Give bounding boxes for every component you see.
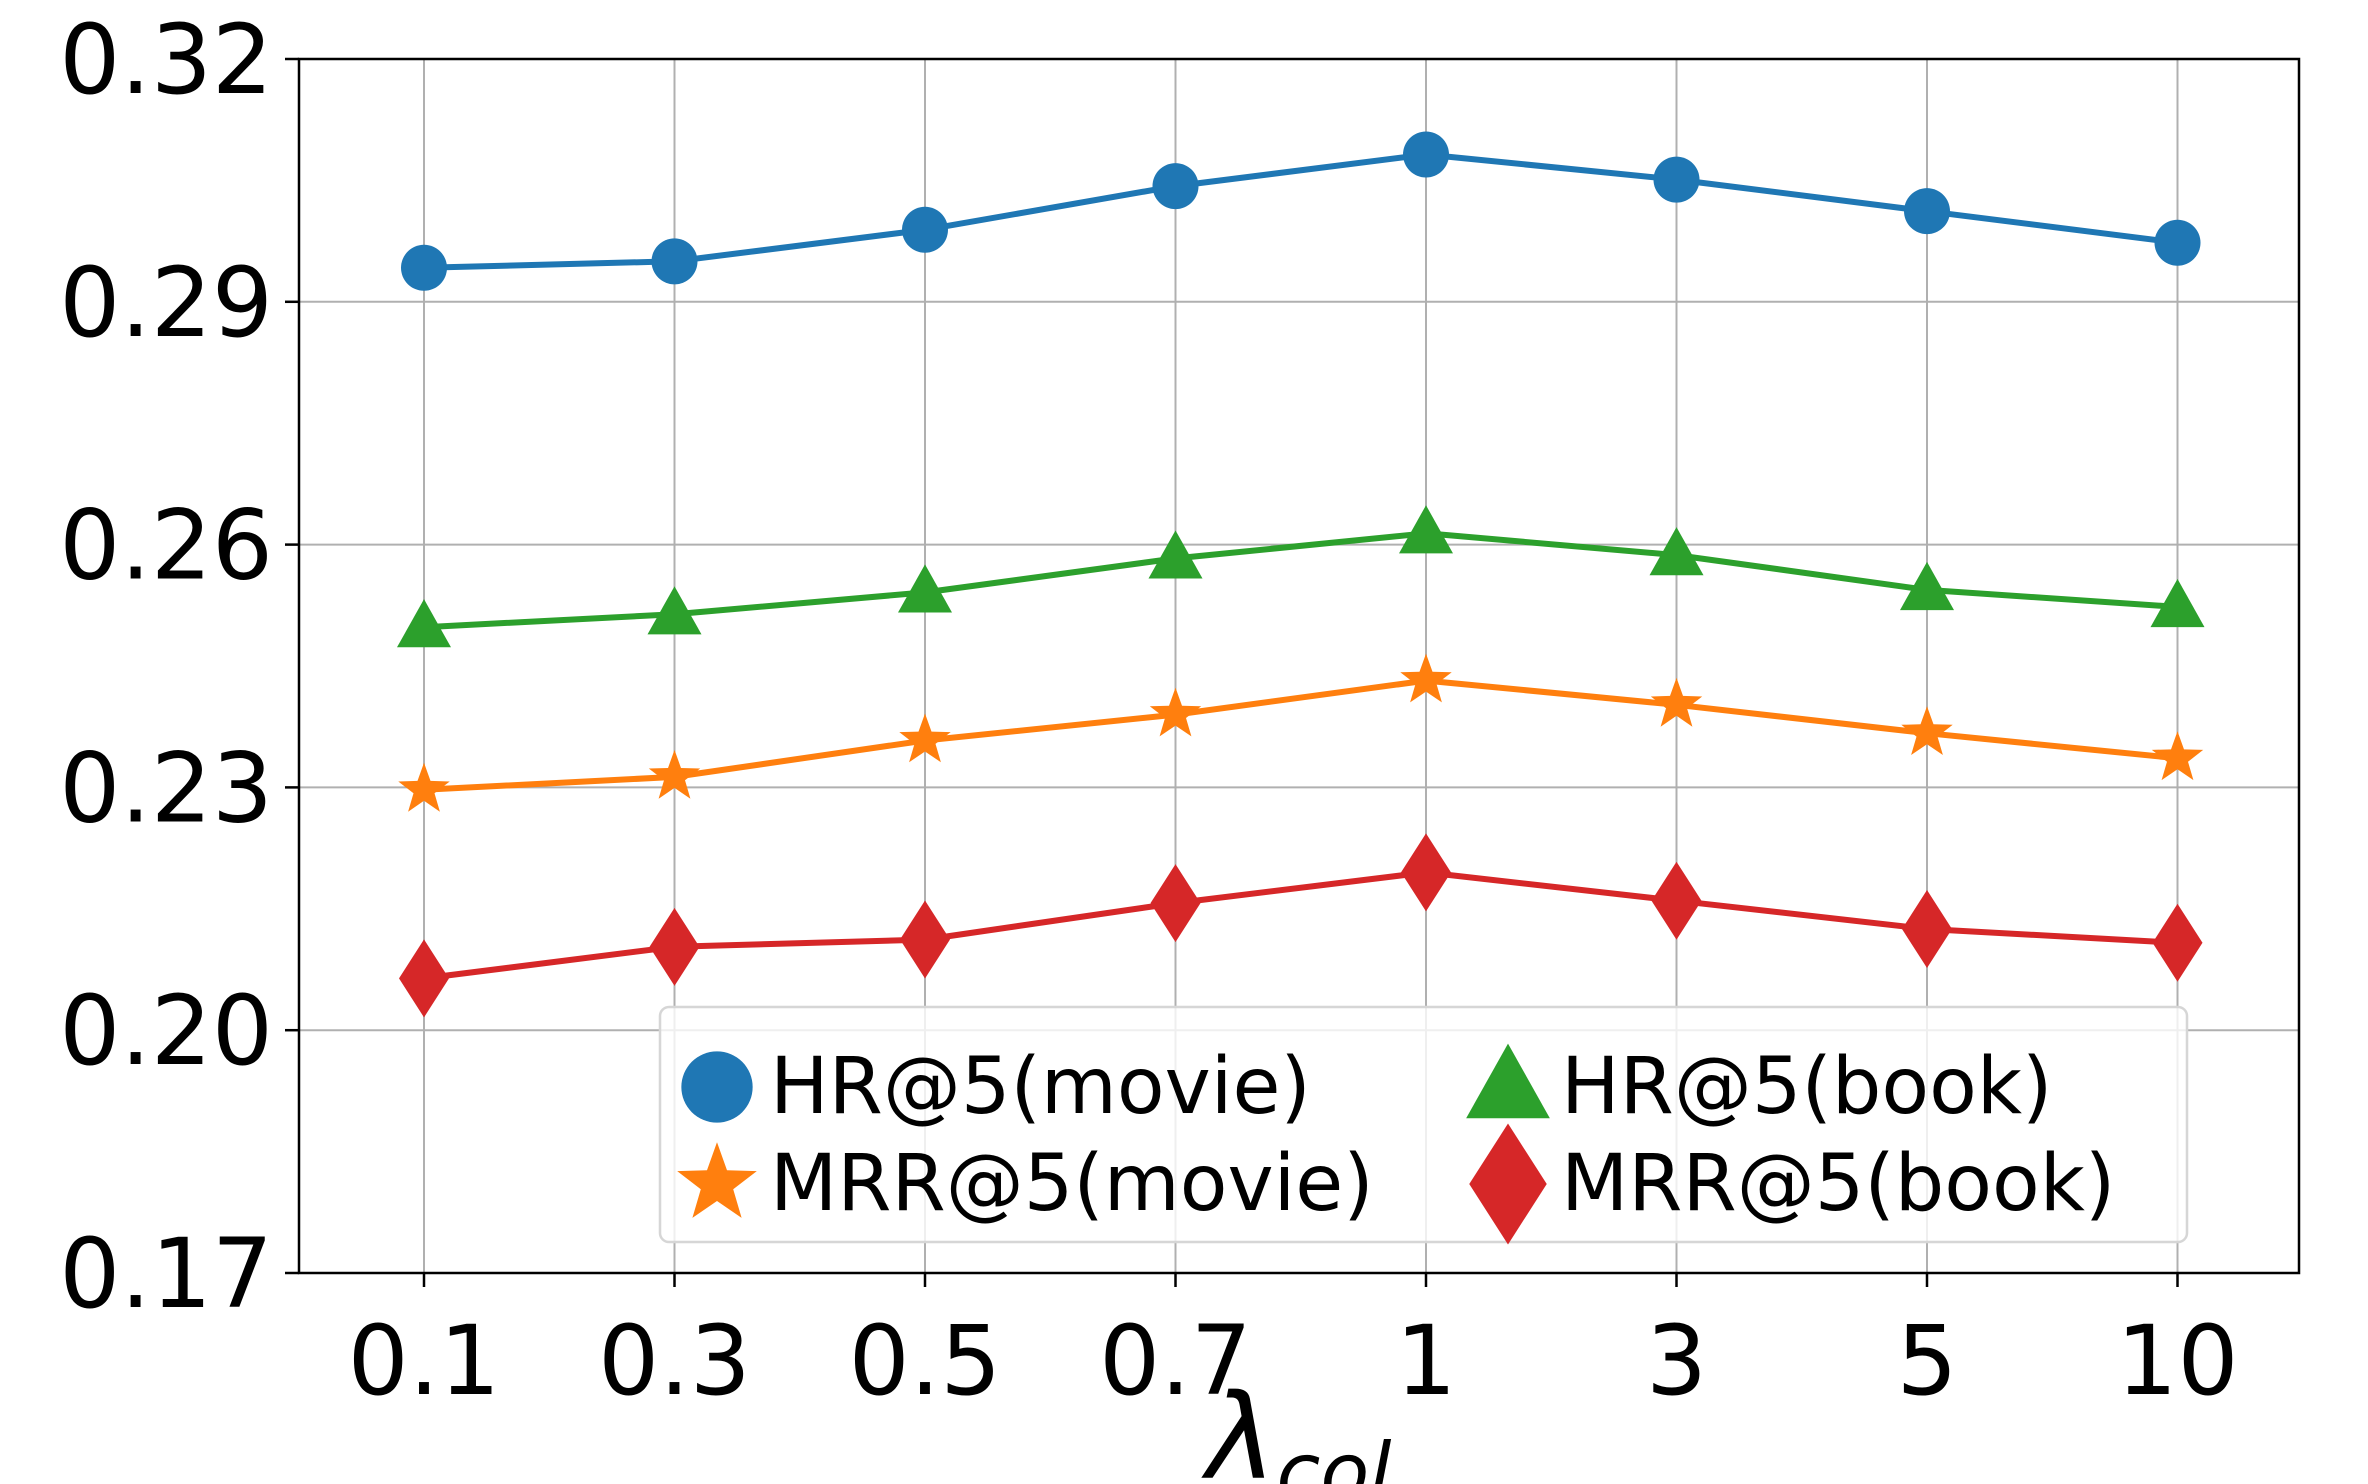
legend-label: MRR@5(movie) <box>770 1139 1374 1229</box>
data-point-star <box>899 713 951 763</box>
legend-entry: HR@5(movie) <box>681 1042 1311 1132</box>
x-tick-label: 0.1 <box>348 1305 501 1417</box>
data-point-diamond <box>1150 864 1201 943</box>
data-point-triangle <box>1649 527 1704 576</box>
data-point-diamond <box>649 907 700 986</box>
legend-box <box>658 1005 2189 1244</box>
y-tick-label: 0.20 <box>59 975 273 1087</box>
data-point-triangle <box>1399 505 1453 554</box>
data-point-star <box>1400 653 1452 703</box>
series-line <box>423 530 2178 631</box>
data-point-circle <box>902 206 948 253</box>
data-point-diamond <box>900 900 950 979</box>
data-point-star <box>398 762 450 812</box>
legend-label: HR@5(book) <box>1561 1042 2052 1132</box>
data-point-diamond <box>1902 890 1952 969</box>
data-point-circle <box>1653 156 1700 203</box>
data-point-circle <box>2154 219 2201 266</box>
data-point-diamond <box>399 939 449 1018</box>
legend-marker-diamond <box>1469 1123 1547 1245</box>
axes: 0.1 0.3 0.5 0.7 1 3 5 10 0.17 0.20 0.23 0.26 0.29 0.3… <box>59 4 2301 1417</box>
x-tick-label: 10 <box>2116 1305 2238 1417</box>
data-point-triangle <box>1148 530 1203 579</box>
x-axis-label-symbol: λ <box>1201 1368 1277 1484</box>
data-point-circle <box>651 238 698 285</box>
data-point-circle <box>1152 163 1199 210</box>
series-line <box>423 869 2178 982</box>
x-tick-label: 0.7 <box>1099 1305 1252 1417</box>
data-series <box>397 131 2205 1018</box>
x-axis-label: λcol <box>1201 1368 1392 1484</box>
series-MRR@5(movie) <box>398 653 2204 812</box>
data-point-star <box>2151 731 2204 781</box>
data-point-diamond <box>2152 903 2203 982</box>
data-point-triangle <box>1900 561 1954 611</box>
legend-entry: MRR@5(movie) <box>677 1139 1374 1229</box>
y-tick-label: 0.23 <box>59 732 273 844</box>
x-axis-label-subscript: col <box>1276 1426 1391 1484</box>
legend-marker-circle <box>681 1051 753 1123</box>
data-point-triangle <box>898 564 952 613</box>
y-tick-label: 0.32 <box>59 4 273 116</box>
legend-entry: MRR@5(book) <box>1469 1123 2115 1245</box>
series-line <box>423 151 2178 271</box>
y-tick-label: 0.29 <box>59 247 273 359</box>
data-point-triangle <box>647 586 702 635</box>
y-tick-label: 0.26 <box>59 490 273 602</box>
data-point-circle <box>1403 131 1449 178</box>
data-point-star <box>1149 687 1202 737</box>
data-point-diamond <box>1401 833 1451 912</box>
data-point-triangle <box>397 599 451 648</box>
data-point-star <box>1901 706 1953 755</box>
data-point-star <box>1650 677 1703 727</box>
data-point-star <box>648 749 701 799</box>
x-tick-label: 1 <box>1395 1305 1456 1417</box>
series-line <box>423 677 2178 793</box>
x-tick-label: 5 <box>1896 1305 1957 1417</box>
legend-label: HR@5(movie) <box>770 1042 1311 1132</box>
series-MRR@5(book) <box>399 833 2203 1018</box>
x-tick-label: 3 <box>1646 1305 1707 1417</box>
data-point-diamond <box>1651 861 1702 940</box>
data-point-circle <box>1904 188 1950 235</box>
x-tick-label: 0.3 <box>598 1305 751 1417</box>
series-HR@5(book) <box>397 505 2205 648</box>
y-tick-label: 0.17 <box>59 1218 273 1330</box>
legend-label: MRR@5(book) <box>1561 1139 2115 1229</box>
legend-marker-star <box>677 1142 757 1218</box>
x-tick-label: 0.5 <box>849 1305 1002 1417</box>
legend: HR@5(movie)MRR@5(movie) HR@5(book)MRR@5(b… <box>658 1005 2189 1245</box>
data-point-circle <box>401 244 447 291</box>
legend-marker-triangle <box>1466 1043 1550 1119</box>
plot-frame <box>297 57 2301 1275</box>
series-HR@5(movie) <box>401 131 2201 291</box>
data-point-triangle <box>2150 578 2205 628</box>
legend-entry: HR@5(book) <box>1466 1042 2052 1132</box>
